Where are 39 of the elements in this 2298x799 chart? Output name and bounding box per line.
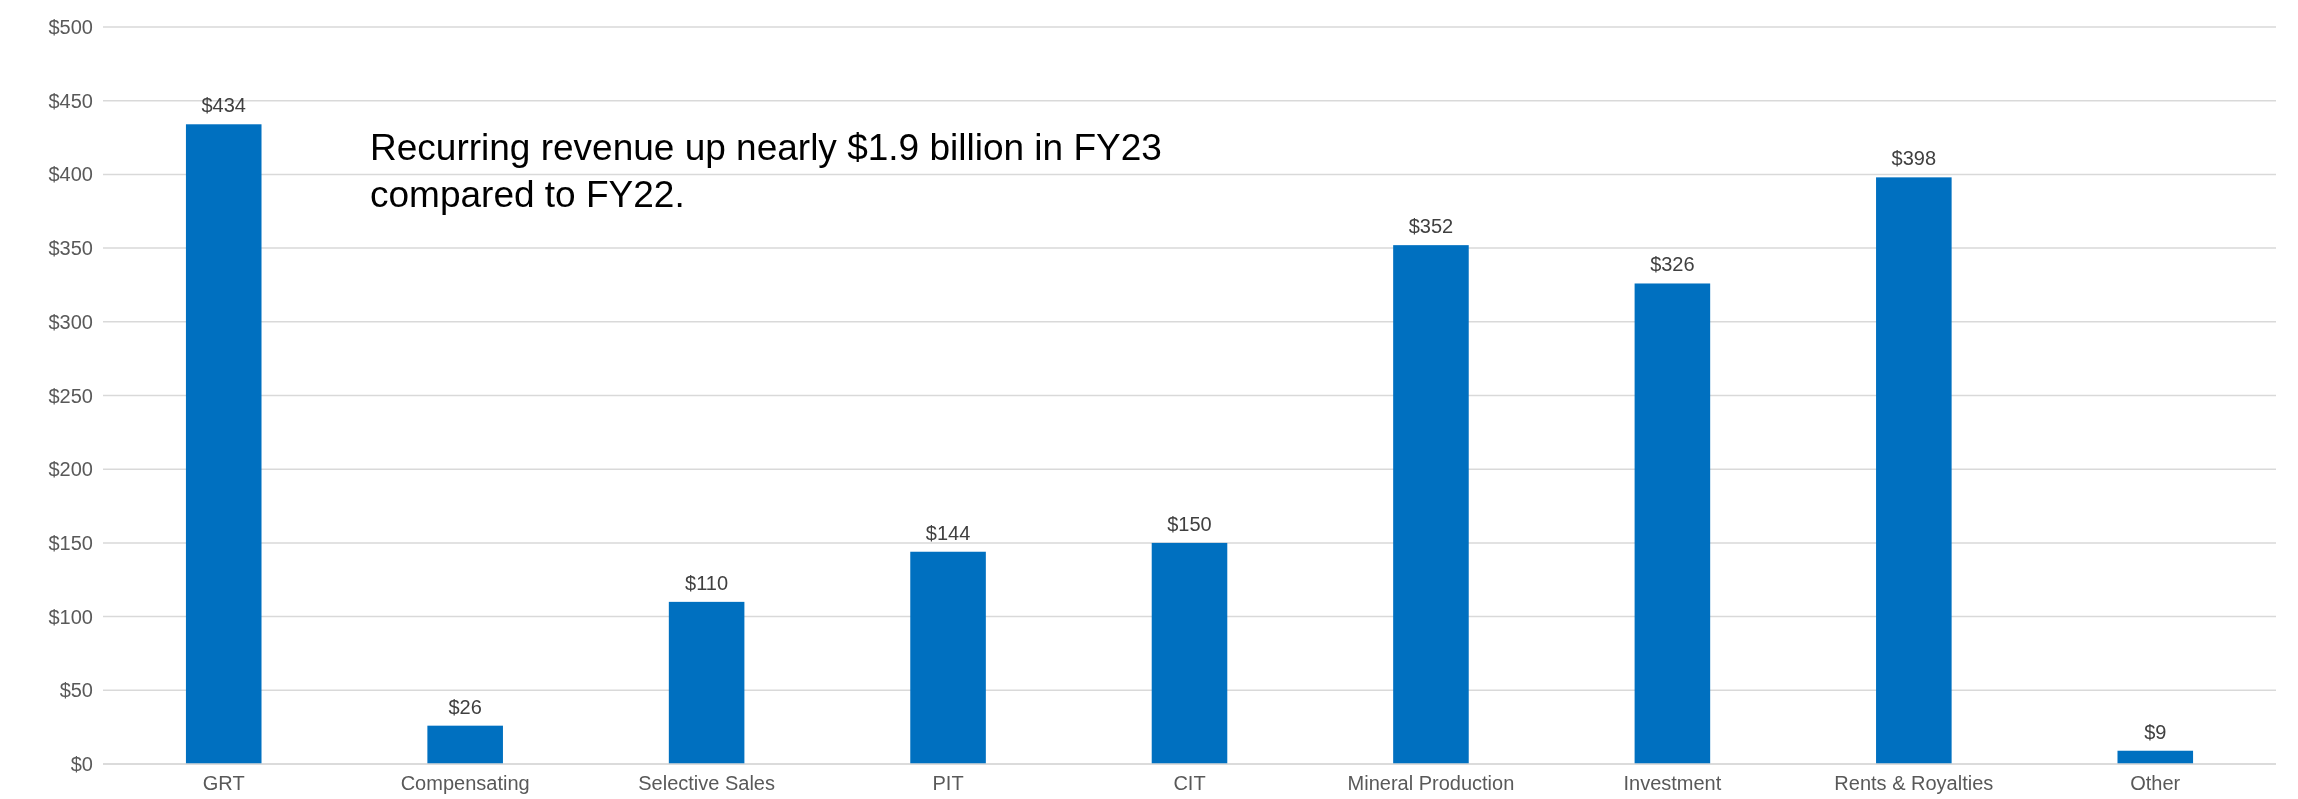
bar xyxy=(1634,283,1711,764)
x-tick-label: CIT xyxy=(1173,772,1206,794)
data-label: $434 xyxy=(201,94,246,117)
data-label: $352 xyxy=(1408,215,1454,238)
y-tick-label: $450 xyxy=(48,89,93,112)
bar xyxy=(1393,245,1469,764)
x-tick-label: PIT xyxy=(932,772,964,794)
bar xyxy=(2117,750,2194,764)
y-tick-label: $250 xyxy=(48,384,93,407)
data-label: $326 xyxy=(1650,253,1695,276)
y-tick-label: $100 xyxy=(48,605,93,628)
y-tick-label: $350 xyxy=(48,237,93,260)
x-tick-label: Selective Sales xyxy=(638,772,775,794)
y-tick-label: $50 xyxy=(59,679,93,702)
y-tick-label: $300 xyxy=(48,310,93,333)
bar xyxy=(185,124,262,764)
x-tick-label: Other xyxy=(2130,772,2181,794)
x-tick-label: Rents & Royalties xyxy=(1834,772,1994,794)
bar xyxy=(1151,542,1228,764)
data-label: $110 xyxy=(685,571,729,594)
data-label: $9 xyxy=(2144,720,2167,743)
bar xyxy=(1876,177,1952,764)
data-label: $150 xyxy=(1167,512,1212,535)
annotation: Recurring revenue up nearly $1.9 billion in FY23 compared to FY22. xyxy=(370,127,1162,215)
bar xyxy=(910,551,986,764)
y-tick-label: $200 xyxy=(48,458,93,481)
x-tick-label: Investment xyxy=(1623,772,1722,794)
x-tick-label: GRT xyxy=(202,772,245,794)
y-tick-label: $0 xyxy=(70,753,93,775)
bar xyxy=(668,601,745,764)
x-tick-label: Mineral Production xyxy=(1347,772,1515,794)
y-tick-label: $150 xyxy=(48,531,93,554)
data-label: $398 xyxy=(1891,147,1937,170)
y-tick-label: $500 xyxy=(48,16,93,38)
data-label: $144 xyxy=(925,521,971,544)
data-label: $26 xyxy=(448,695,482,718)
y-tick-label: $400 xyxy=(48,163,93,186)
x-tick-label: Compensating xyxy=(400,772,530,794)
bar xyxy=(427,725,503,764)
